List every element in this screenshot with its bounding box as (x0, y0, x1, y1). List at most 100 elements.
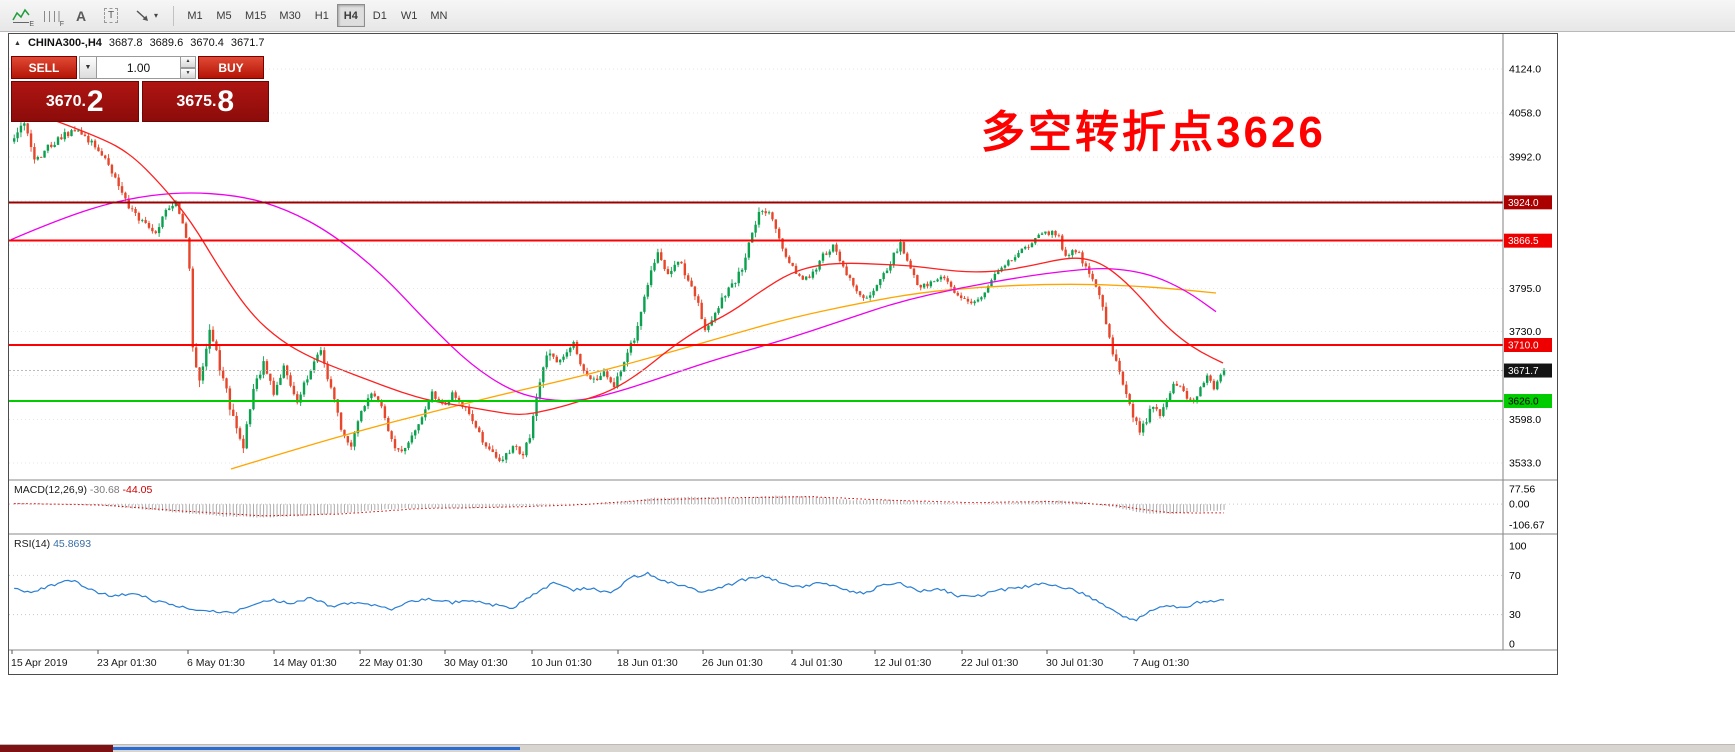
buy-price-big-digit: 8 (217, 84, 235, 118)
svg-text:-106.67: -106.67 (1509, 520, 1545, 532)
svg-text:30 May 01:30: 30 May 01:30 (444, 657, 508, 669)
svg-text:15 Apr 2019: 15 Apr 2019 (11, 657, 68, 669)
boxed-t-icon: T (103, 8, 119, 23)
sell-price-button[interactable]: 3670. 2 (11, 81, 139, 122)
svg-text:10 Jun 01:30: 10 Jun 01:30 (531, 657, 592, 669)
svg-text:7 Aug 01:30: 7 Aug 01:30 (1133, 657, 1189, 669)
draw-arrow-tool-button[interactable]: ▾ (126, 3, 166, 29)
ma-red (55, 120, 1224, 415)
symbol-marker-icon: ▲ (14, 39, 21, 47)
price-tag-3710.0: 3710.0 (1504, 338, 1552, 352)
buy-price-button[interactable]: 3675. 8 (141, 81, 269, 122)
top-toolbar: E F A T ▾ M1 M5 M15 M30 H1 H4 D1 W1 MN (0, 0, 1735, 32)
price-chart-canvas[interactable]: 4124.0 4058.0 3992.0 3795.0 3730.0 3598.0 3533… (9, 34, 1557, 674)
timeframe-h1[interactable]: H1 (308, 4, 336, 27)
svg-text:3671.7: 3671.7 (1508, 366, 1539, 377)
chart-window: 4124.0 4058.0 3992.0 3795.0 3730.0 3598.0 3533… (8, 33, 1558, 675)
text-box-tool-button[interactable]: T (96, 3, 126, 29)
candles-layer (13, 119, 1226, 464)
hotkey-sub-label: F (59, 20, 64, 28)
bottom-blue-bar (113, 747, 520, 750)
letter-a-icon: A (75, 7, 87, 24)
macd-label: MACD(12,26,9) -30.68 -44.05 (14, 484, 152, 496)
timeframe-mn[interactable]: MN (424, 4, 453, 27)
buy-price-main: 3675. (176, 92, 217, 110)
svg-text:3924.0: 3924.0 (1508, 198, 1539, 209)
svg-text:3730.0: 3730.0 (1509, 326, 1541, 338)
ohlc-close: 3671.7 (230, 37, 265, 49)
price-tag-3626.0: 3626.0 (1504, 394, 1552, 408)
timeframe-d1[interactable]: D1 (366, 4, 394, 27)
grid-icon (44, 10, 60, 22)
volume-spinner: ▲ ▼ (181, 56, 196, 79)
date-axis[interactable]: 15 Apr 2019 23 Apr 01:30 6 May 01:30 14 May… (11, 650, 1189, 669)
pane-separators (9, 479, 1557, 651)
svg-text:23 Apr 01:30: 23 Apr 01:30 (97, 657, 157, 669)
ma-orange (230, 283, 1217, 470)
price-tag-3866.5: 3866.5 (1504, 233, 1552, 248)
svg-text:18 Jun 01:30: 18 Jun 01:30 (617, 657, 678, 669)
timeframe-h4[interactable]: H4 (336, 4, 365, 27)
svg-text:4124.0: 4124.0 (1509, 64, 1541, 76)
ohlc-high: 3689.6 (149, 37, 184, 49)
svg-text:3598.0: 3598.0 (1509, 414, 1541, 426)
svg-text:3992.0: 3992.0 (1509, 152, 1541, 164)
indicators-tool-button[interactable]: E (6, 3, 36, 29)
svg-text:77.56: 77.56 (1509, 484, 1535, 496)
arrow-icon (136, 9, 148, 21)
chevron-down-icon: ▾ (153, 11, 158, 20)
toolbar-separator (173, 5, 174, 26)
ohlc-low: 3670.4 (190, 37, 224, 49)
volume-down-button[interactable]: ▼ (181, 67, 196, 79)
price-tag-3924.0: 3924.0 (1504, 195, 1552, 210)
svg-text:4 Jul 01:30: 4 Jul 01:30 (791, 657, 843, 669)
volume-dropdown-button[interactable]: ▼ (79, 56, 97, 79)
svg-text:12 Jul 01:30: 12 Jul 01:30 (874, 657, 931, 669)
volume-up-button[interactable]: ▲ (181, 56, 196, 68)
timeframe-toolbar: M1 M5 M15 M30 H1 H4 D1 W1 MN (181, 4, 453, 27)
rsi-line (14, 571, 1225, 622)
svg-text:30: 30 (1509, 609, 1521, 621)
ohlc-open: 3687.8 (108, 37, 143, 49)
data-grid-tool-button[interactable]: F (36, 3, 66, 29)
sell-button[interactable]: SELL (11, 56, 77, 79)
horizontal-levels (9, 201, 1503, 402)
svg-text:100: 100 (1509, 541, 1527, 553)
bottom-left-block (0, 745, 113, 752)
hotkey-sub-label: E (29, 20, 34, 28)
indicator-squiggle-icon (12, 8, 30, 23)
symbol-period-label: CHINA300-,H4 (27, 37, 102, 49)
svg-text:22 Jul 01:30: 22 Jul 01:30 (961, 657, 1018, 669)
timeframe-w1[interactable]: W1 (395, 4, 424, 27)
svg-text:26 Jun 01:30: 26 Jun 01:30 (702, 657, 763, 669)
buy-button[interactable]: BUY (198, 56, 264, 79)
timeframe-m5[interactable]: M5 (210, 4, 238, 27)
chinese-annotation-text: 多空转折点3626 (981, 108, 1326, 157)
svg-text:14 May 01:30: 14 May 01:30 (273, 657, 337, 669)
rsi-label: RSI(14) 45.8693 (14, 538, 91, 550)
svg-text:22 May 01:30: 22 May 01:30 (359, 657, 423, 669)
svg-text:3795.0: 3795.0 (1509, 283, 1541, 295)
price-tag-3671.7: 3671.7 (1504, 363, 1552, 378)
svg-text:70: 70 (1509, 570, 1521, 582)
svg-text:0: 0 (1509, 639, 1515, 651)
svg-text:30 Jul 01:30: 30 Jul 01:30 (1046, 657, 1103, 669)
sell-price-big-digit: 2 (86, 84, 104, 118)
chart-header: ▲ CHINA300-,H4 3687.8 3689.6 3670.4 3671… (14, 37, 265, 49)
svg-text:3866.5: 3866.5 (1508, 236, 1539, 247)
timeframe-m1[interactable]: M1 (181, 4, 209, 27)
timeframe-m30[interactable]: M30 (273, 4, 306, 27)
sell-price-main: 3670. (45, 92, 86, 110)
text-label-tool-button[interactable]: A (66, 3, 96, 29)
price-axis[interactable]: 4124.0 4058.0 3992.0 3795.0 3730.0 3598.0 3533… (1502, 34, 1557, 674)
svg-text:3533.0: 3533.0 (1509, 458, 1541, 470)
volume-input[interactable] (97, 56, 181, 79)
svg-text:3710.0: 3710.0 (1508, 341, 1539, 352)
timeframe-m15[interactable]: M15 (239, 4, 272, 27)
svg-text:4058.0: 4058.0 (1509, 108, 1541, 120)
svg-text:6 May 01:30: 6 May 01:30 (187, 657, 245, 669)
svg-text:0.00: 0.00 (1509, 499, 1530, 511)
svg-text:3626.0: 3626.0 (1508, 397, 1539, 408)
one-click-trade-panel: SELL ▼ ▲ ▼ BUY 3670. 2 3675. 8 (11, 56, 269, 122)
